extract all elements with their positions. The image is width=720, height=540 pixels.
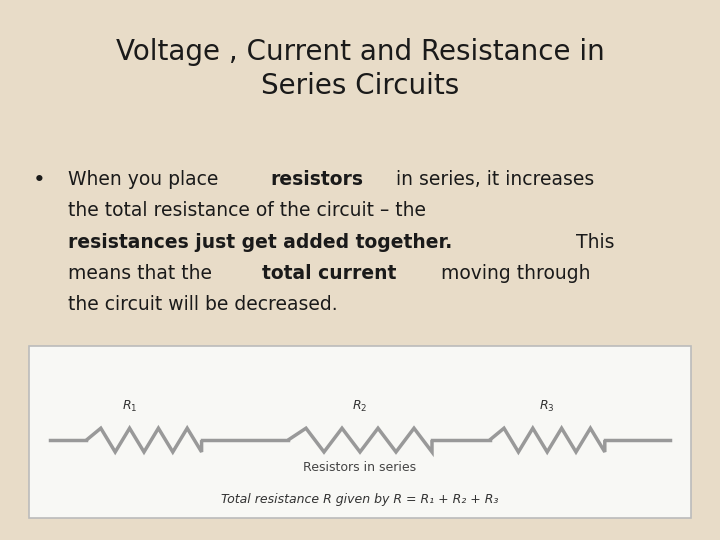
Text: •: • [32,170,45,190]
Text: the total resistance of the circuit – the: the total resistance of the circuit – th… [68,201,426,220]
FancyBboxPatch shape [29,346,691,518]
Text: means that the: means that the [68,264,218,283]
Text: Voltage , Current and Resistance in
Series Circuits: Voltage , Current and Resistance in Seri… [116,38,604,100]
Text: resistances just get added together.: resistances just get added together. [68,233,453,252]
Text: in series, it increases: in series, it increases [390,170,595,189]
Text: moving through: moving through [436,264,591,283]
Text: Resistors in series: Resistors in series [303,461,417,474]
Text: $R_1$: $R_1$ [122,399,138,414]
Text: the circuit will be decreased.: the circuit will be decreased. [68,295,338,314]
Text: When you place: When you place [68,170,225,189]
Text: $R_3$: $R_3$ [539,399,555,414]
Text: Total resistance R given by R = R₁ + R₂ + R₃: Total resistance R given by R = R₁ + R₂ … [221,493,499,506]
Text: $R_2$: $R_2$ [352,399,368,414]
Text: resistors: resistors [270,170,363,189]
Text: total current: total current [262,264,396,283]
Text: This: This [564,233,615,252]
